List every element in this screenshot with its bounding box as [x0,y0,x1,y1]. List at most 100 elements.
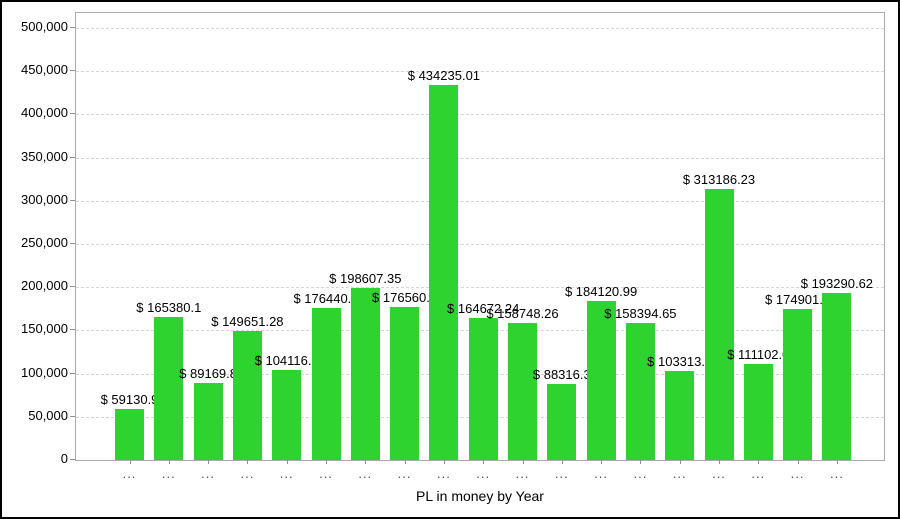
bar [704,189,734,460]
x-axis-tick-label: ... [751,466,766,481]
y-axis-tick-label: 150,000 [21,321,68,337]
x-axis-tick-label: ... [358,466,373,481]
bar-value-label: $ 88316.3 [532,367,591,382]
bar-value-label: $ 198607.35 [329,271,402,286]
bar-value-label: $ 313186.23 [682,172,756,187]
x-axis-tick-label: ... [397,466,412,481]
y-axis-tick [70,199,75,201]
gridline [76,287,884,289]
bar [625,323,655,460]
x-axis-tick-label: ... [829,466,844,481]
bar [390,307,420,460]
x-axis-tick [129,460,131,464]
y-axis-tick-label: 200,000 [21,278,68,294]
bar-value-label: $ 158748.26 [486,306,559,321]
bar-value-label: $ 158394.65 [604,306,677,321]
gridline [76,28,884,29]
bar [193,383,223,460]
bar-value-label: $ 434235.01 [407,68,481,83]
x-axis-tick [797,460,799,464]
x-axis-tick-label: ... [201,466,216,481]
bar-value-label: $ 165380.1 [136,300,202,315]
x-axis-tick-label: ... [240,466,255,481]
bar [232,331,262,460]
y-axis-tick [70,286,75,288]
y-axis-tick-label: 400,000 [21,105,68,121]
y-axis-tick-label: 0 [60,451,68,466]
x-axis-tick [640,460,642,464]
y-axis-tick [70,70,75,72]
y-axis-tick-label: 300,000 [21,191,68,207]
x-axis-tick [836,460,838,464]
x-axis-tick [365,460,367,464]
gridline [76,244,884,245]
x-axis-tick [522,460,524,464]
bar-value-label: $ 174901.5 [765,292,831,307]
bar [154,317,184,460]
bar [822,293,852,460]
y-axis-tick-label: 500,000 [21,19,68,34]
x-axis-tick-label: ... [594,466,609,481]
bar [311,308,341,460]
x-axis-tick-label: ... [554,466,569,481]
x-axis-tick [208,460,210,464]
x-axis-tick [286,460,288,464]
bar [665,371,695,460]
x-axis-tick-label: ... [279,466,294,481]
x-axis-tick-label: ... [633,466,648,481]
bar-value-label: $ 184120.99 [564,284,638,299]
x-axis-tick [326,460,327,464]
gridline [76,71,884,73]
y-axis-tick-label: 450,000 [21,62,68,78]
bar [115,409,144,460]
x-axis-tick [443,460,445,464]
x-axis-tick [404,460,406,464]
gridline [76,114,884,116]
y-axis-tick [70,113,75,115]
bar [547,384,577,460]
bar [508,323,537,460]
y-axis-tick [70,459,75,460]
x-axis-tick-label: ... [436,466,451,481]
gridline [76,200,884,202]
x-axis-tick-label: ... [161,466,176,481]
bar-value-label: $ 103313.0 [647,354,713,369]
x-axis-tick-label: ... [319,466,333,481]
y-axis-tick [70,415,75,417]
x-axis-tick [247,460,249,464]
x-axis-tick-label: ... [122,466,137,481]
gridline [76,157,884,159]
y-axis-tick-label: 50,000 [28,407,68,423]
x-axis-tick [483,460,485,464]
bar-value-label: $ 176560.3 [372,290,438,305]
bar-value-label: $ 176440.5 [293,291,359,306]
bar-value-label: $ 164672.24 [447,301,520,316]
plot-area: $ 59130.9 $ 165380.1 $ 89169.8 $ 149651.28 $… [75,12,885,461]
bar-value-label: $ 104116.0 [254,353,319,368]
x-axis-tick-label: ... [672,466,687,481]
x-axis-tick [168,460,170,464]
y-axis-tick [70,156,75,158]
x-axis-title: PL in money by Year [416,488,544,504]
bar-value-label: $ 149651.28 [211,314,284,329]
bar [429,85,459,460]
bar [783,309,813,460]
y-axis-tick [70,243,75,244]
y-axis-tick [70,372,75,374]
x-axis-tick [601,460,603,464]
x-axis-tick [719,460,720,464]
x-axis-tick [679,460,681,464]
bar [586,301,616,460]
x-axis-tick-label: ... [515,466,530,481]
y-axis-tick-label: 100,000 [21,364,68,380]
bar [272,370,302,460]
bar-value-label: $ 89169.8 [179,366,238,381]
bar-value-label: $ 193290.62 [800,276,874,291]
y-axis-tick [70,329,75,331]
y-axis-tick [70,27,75,28]
bar [350,288,380,460]
x-axis-tick [758,460,760,464]
y-axis-tick-label: 250,000 [21,235,68,250]
bar-value-label: $ 59130.9 [100,392,159,407]
